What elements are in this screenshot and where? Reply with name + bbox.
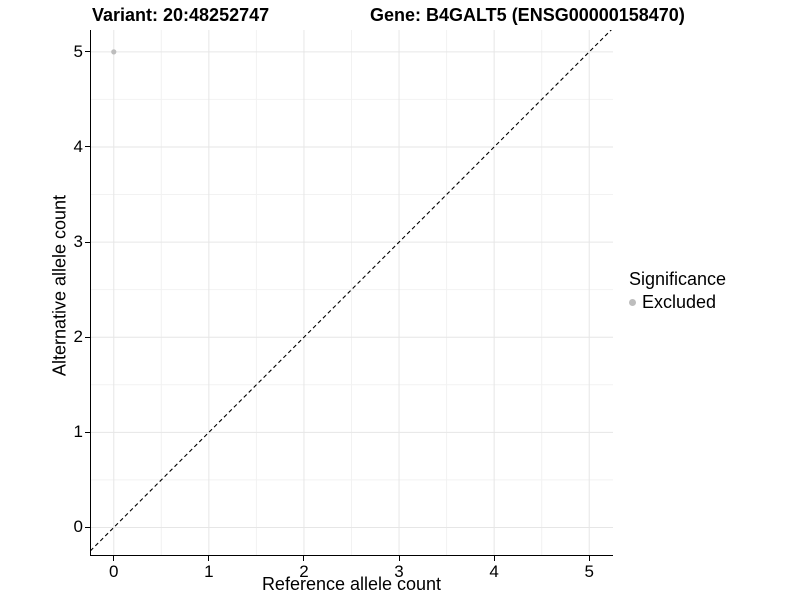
legend-title: Significance: [629, 269, 727, 289]
x-tick-label: 4: [489, 562, 499, 581]
x-tick-mark: [588, 556, 590, 561]
y-tick-label: 2: [73, 327, 83, 347]
x-tick-mark: [303, 556, 305, 561]
legend-key-dot-icon: [629, 299, 636, 306]
scatter-plot-canvas: [90, 30, 613, 556]
x-tick-label: 5: [584, 562, 594, 581]
x-axis-title: Reference allele count: [261, 574, 442, 594]
x-tick-mark: [208, 556, 210, 561]
y-tick-mark: [85, 526, 90, 528]
x-tick-label: 2: [299, 562, 309, 581]
legend-item-excluded: Excluded: [629, 292, 726, 313]
x-tick-mark: [493, 556, 495, 561]
y-tick-mark: [85, 51, 90, 53]
y-tick-mark: [85, 431, 90, 433]
legend-items: Excluded: [629, 292, 726, 313]
plot-panel: [90, 30, 613, 556]
y-tick-mark: [85, 146, 90, 148]
y-tick-label: 3: [73, 232, 83, 252]
identity-dashed-line: [90, 30, 612, 553]
y-axis-title: Alternative allele count: [49, 194, 70, 377]
y-tick-label: 5: [73, 41, 83, 61]
y-tick-label: 4: [73, 136, 83, 156]
y-tick-mark: [85, 241, 90, 243]
data-point-excluded: [111, 49, 117, 55]
x-tick-label: 0: [109, 562, 119, 581]
x-tick-mark: [398, 556, 400, 561]
legend-item-label: Excluded: [642, 292, 717, 312]
x-tick-label: 3: [394, 562, 404, 581]
legend: Significance Excluded: [629, 269, 726, 313]
variant-title: Variant: 20:48252747: [92, 5, 270, 25]
y-tick-label: 1: [73, 422, 83, 442]
y-tick-label: 0: [73, 517, 83, 537]
x-tick-mark: [113, 556, 115, 561]
x-tick-label: 1: [204, 562, 214, 581]
gene-title: Gene: B4GALT5 (ENSG00000158470): [370, 5, 685, 25]
y-tick-mark: [85, 336, 90, 338]
